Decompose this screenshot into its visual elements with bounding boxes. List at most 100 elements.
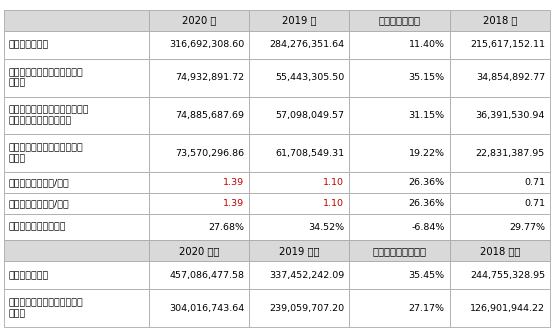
Text: 11.40%: 11.40% — [409, 40, 445, 49]
Text: 26.36%: 26.36% — [409, 178, 445, 187]
Text: 34.52%: 34.52% — [308, 223, 345, 232]
Bar — [350, 289, 450, 327]
Bar — [450, 134, 550, 172]
Text: 1.39: 1.39 — [223, 199, 244, 208]
Text: 239,059,707.20: 239,059,707.20 — [269, 304, 345, 313]
Bar — [249, 10, 350, 31]
Text: 19.22%: 19.22% — [409, 149, 445, 158]
Bar — [450, 172, 550, 193]
Bar — [249, 240, 350, 261]
Text: 74,885,687.69: 74,885,687.69 — [175, 111, 244, 120]
Bar — [249, 289, 350, 327]
Bar — [450, 193, 550, 214]
Bar — [148, 31, 249, 59]
Text: 2019 年: 2019 年 — [282, 16, 316, 25]
Bar — [4, 31, 148, 59]
Text: 2018 年末: 2018 年末 — [480, 246, 520, 256]
Bar — [450, 261, 550, 289]
Bar — [4, 172, 148, 193]
Text: 35.15%: 35.15% — [409, 73, 445, 82]
Text: 73,570,296.86: 73,570,296.86 — [175, 149, 244, 158]
Bar — [450, 97, 550, 134]
Bar — [249, 31, 350, 59]
Bar — [249, 214, 350, 240]
Text: 2018 年: 2018 年 — [483, 16, 517, 25]
Bar — [450, 214, 550, 240]
Bar — [350, 172, 450, 193]
Bar — [4, 214, 148, 240]
Text: 337,452,242.09: 337,452,242.09 — [269, 271, 345, 280]
Bar — [148, 134, 249, 172]
Bar — [148, 172, 249, 193]
Bar — [249, 59, 350, 97]
Bar — [148, 97, 249, 134]
Bar — [4, 193, 148, 214]
Text: 0.71: 0.71 — [524, 178, 545, 187]
Text: 27.17%: 27.17% — [409, 304, 445, 313]
Text: 0.71: 0.71 — [524, 199, 545, 208]
Text: -6.84%: -6.84% — [412, 223, 445, 232]
Bar — [450, 31, 550, 59]
Text: 55,443,305.50: 55,443,305.50 — [275, 73, 345, 82]
Text: 归属于上市公司股东的扣除非经
常性损益的净利润（元）: 归属于上市公司股东的扣除非经 常性损益的净利润（元） — [9, 106, 90, 125]
Text: 经营活动产生的现金流量净额
（元）: 经营活动产生的现金流量净额 （元） — [9, 143, 84, 163]
Bar — [148, 10, 249, 31]
Text: 1.39: 1.39 — [223, 178, 244, 187]
Bar — [249, 97, 350, 134]
Text: 284,276,351.64: 284,276,351.64 — [269, 40, 345, 49]
Text: 457,086,477.58: 457,086,477.58 — [169, 271, 244, 280]
Text: 27.68%: 27.68% — [208, 223, 244, 232]
Text: 稀释每股收益（元/股）: 稀释每股收益（元/股） — [9, 199, 70, 208]
Text: 244,755,328.95: 244,755,328.95 — [470, 271, 545, 280]
Bar — [350, 134, 450, 172]
Text: 304,016,743.64: 304,016,743.64 — [169, 304, 244, 313]
Text: 61,708,549.31: 61,708,549.31 — [275, 149, 345, 158]
Bar — [350, 10, 450, 31]
Bar — [148, 240, 249, 261]
Bar — [249, 261, 350, 289]
Text: 1.10: 1.10 — [324, 178, 345, 187]
Bar — [350, 193, 450, 214]
Bar — [350, 214, 450, 240]
Bar — [4, 10, 148, 31]
Bar — [148, 59, 249, 97]
Text: 74,932,891.72: 74,932,891.72 — [175, 73, 244, 82]
Text: 126,901,944.22: 126,901,944.22 — [470, 304, 545, 313]
Text: 营业收入（元）: 营业收入（元） — [9, 40, 49, 49]
Text: 29.77%: 29.77% — [509, 223, 545, 232]
Bar — [450, 10, 550, 31]
Bar — [148, 261, 249, 289]
Text: 31.15%: 31.15% — [409, 111, 445, 120]
Text: 本年末比上年末增减: 本年末比上年末增减 — [373, 246, 427, 256]
Bar — [450, 59, 550, 97]
Bar — [4, 97, 148, 134]
Bar — [249, 134, 350, 172]
Text: 本年比上年增减: 本年比上年增减 — [378, 16, 420, 25]
Bar — [4, 134, 148, 172]
Bar — [350, 31, 450, 59]
Bar — [249, 193, 350, 214]
Bar — [148, 193, 249, 214]
Bar — [4, 289, 148, 327]
Bar — [450, 240, 550, 261]
Bar — [4, 59, 148, 97]
Text: 2020 年末: 2020 年末 — [179, 246, 219, 256]
Text: 316,692,308.60: 316,692,308.60 — [169, 40, 244, 49]
Text: 1.10: 1.10 — [324, 199, 345, 208]
Bar — [350, 97, 450, 134]
Text: 加权平均净资产收益率: 加权平均净资产收益率 — [9, 223, 66, 232]
Text: 2019 年末: 2019 年末 — [279, 246, 320, 256]
Text: 57,098,049.57: 57,098,049.57 — [275, 111, 345, 120]
Text: 34,854,892.77: 34,854,892.77 — [476, 73, 545, 82]
Text: 26.36%: 26.36% — [409, 199, 445, 208]
Text: 35.45%: 35.45% — [409, 271, 445, 280]
Text: 2020 年: 2020 年 — [182, 16, 216, 25]
Bar — [148, 289, 249, 327]
Bar — [450, 289, 550, 327]
Bar — [4, 261, 148, 289]
Text: 归属于上市公司股东的净利润
（元）: 归属于上市公司股东的净利润 （元） — [9, 68, 84, 88]
Bar — [350, 59, 450, 97]
Text: 资产总额（元）: 资产总额（元） — [9, 271, 49, 280]
Text: 36,391,530.94: 36,391,530.94 — [476, 111, 545, 120]
Bar — [249, 172, 350, 193]
